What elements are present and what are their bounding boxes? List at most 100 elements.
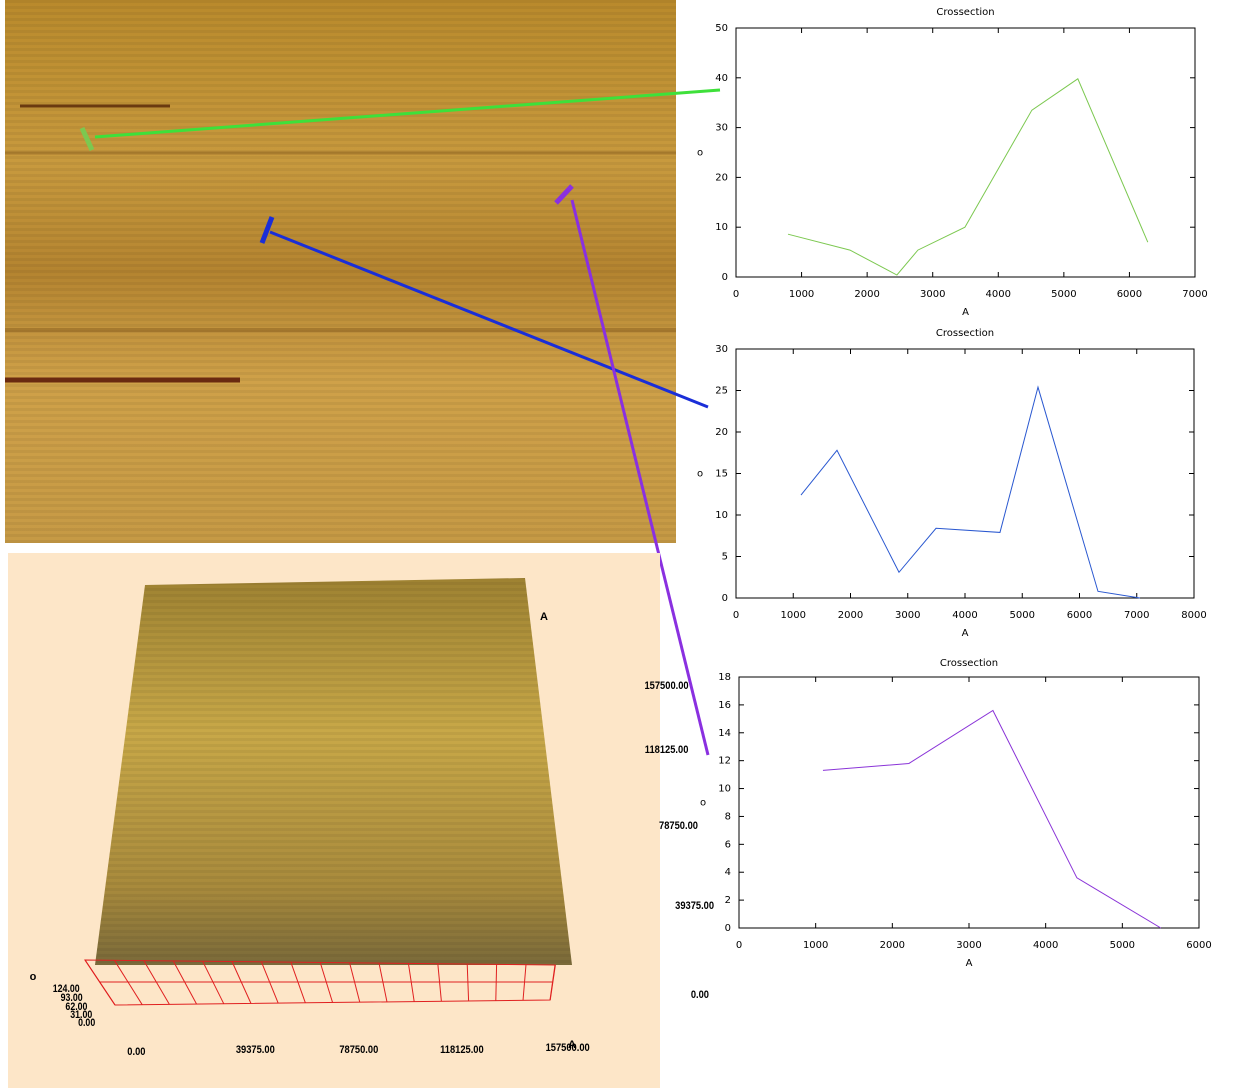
y-tick-label: 5 [722,552,728,563]
x-axis-label: A [966,958,973,969]
y-label: 118125.00 [645,744,689,756]
x-label: 39375.00 [236,1044,275,1056]
base-grid [522,964,527,1001]
x-tick-label: 0 [733,289,739,300]
y-tick-label: 2 [725,895,731,906]
base-grid [172,960,198,1005]
y-tick-label: 12 [718,756,731,767]
y-tick-label: 10 [715,510,728,521]
y-tick-label: 25 [715,386,728,397]
y-tick-label: 10 [715,222,728,233]
y-tick-label: 0 [725,923,731,934]
y-tick-label: 50 [715,23,728,34]
y-tick-label: 0 [722,593,728,604]
data-line [822,709,1162,929]
y-tick-label: 15 [715,469,728,480]
z-label: 62.00 [65,1001,87,1013]
data-line [800,385,1141,599]
z-label: 124.00 [53,983,80,995]
x-label: 0.00 [127,1046,145,1058]
chart-title: Crossection [936,7,994,18]
base-grid [113,960,143,1005]
data-line [787,78,1149,276]
z-label: 93.00 [61,992,83,1004]
y-label: 39375.00 [675,900,714,912]
base-grid [319,962,334,1003]
y-unit: A [540,611,548,623]
x-tick-label: 7000 [1124,610,1149,621]
y-tick-label: 30 [715,123,728,134]
plot-frame [735,27,1196,278]
x-label: 118125.00 [440,1044,484,1056]
x-tick-label: 6000 [1067,610,1092,621]
base-grid [407,963,415,1002]
y-tick-label: 14 [718,728,731,739]
x-unit: A [568,1039,576,1051]
y-tick-label: 10 [718,784,731,795]
y-axis-label: o [697,469,703,480]
x-tick-label: 7000 [1182,289,1207,300]
y-axis-label: o [697,148,703,159]
x-tick-label: 0 [733,610,739,621]
y-tick-label: 0 [722,272,728,283]
x-tick-label: 4000 [1033,940,1058,951]
surface-3d [8,553,660,1088]
base-grid [495,964,498,1001]
x-label: 157500.00 [546,1042,590,1054]
x-tick-label: 0 [736,940,742,951]
base-grid [549,964,556,1001]
plot-frame [735,348,1195,599]
chart-title: Crossection [940,658,998,669]
x-tick-label: 5000 [1051,289,1076,300]
base-grid [437,963,442,1002]
x-tick-label: 4000 [952,610,977,621]
base-grid [143,960,170,1005]
y-tick-label: 6 [725,839,731,850]
y-tick-label: 18 [718,672,731,683]
y-tick-label: 16 [718,700,731,711]
y-label: 157500.00 [644,680,688,692]
base-grid [378,962,388,1003]
x-tick-label: 2000 [880,940,905,951]
x-label: 78750.00 [339,1044,378,1056]
x-tick-label: 8000 [1181,610,1206,621]
base-grid [290,961,306,1004]
connector-lines [79,88,721,756]
y-tick-label: 4 [725,867,731,878]
base-grid [84,959,116,1006]
x-tick-label: 1000 [789,289,814,300]
plot-frame [738,676,1200,929]
y-label: 78750.00 [659,820,698,832]
base-grid [466,963,470,1002]
base-grid [349,962,361,1003]
x-tick-label: 5000 [1110,940,1135,951]
base-grid [231,961,252,1004]
x-tick-label: 6000 [1186,940,1211,951]
z-label: 0.00 [78,1017,96,1029]
chart-title: Crossection [936,328,994,339]
base-grid [202,960,225,1005]
base-grid [260,961,279,1004]
x-tick-label: 3000 [920,289,945,300]
afm-image [5,0,676,543]
x-axis-label: A [962,628,969,639]
x-tick-label: 4000 [986,289,1011,300]
y-label: 0.00 [691,989,709,1001]
y-axis-label: o [700,798,706,809]
y-tick-label: 40 [715,73,728,84]
y-tick-label: 8 [725,811,731,822]
z-unit: o [30,971,37,983]
x-tick-label: 2000 [854,289,879,300]
x-axis-label: A [962,307,969,318]
x-tick-label: 1000 [781,610,806,621]
y-tick-label: 30 [715,344,728,355]
x-tick-label: 3000 [895,610,920,621]
z-label: 31.00 [70,1009,92,1021]
x-tick-label: 6000 [1117,289,1142,300]
x-tick-label: 1000 [803,940,828,951]
x-tick-label: 5000 [1010,610,1035,621]
y-tick-label: 20 [715,427,728,438]
x-tick-label: 2000 [838,610,863,621]
y-tick-label: 20 [715,172,728,183]
